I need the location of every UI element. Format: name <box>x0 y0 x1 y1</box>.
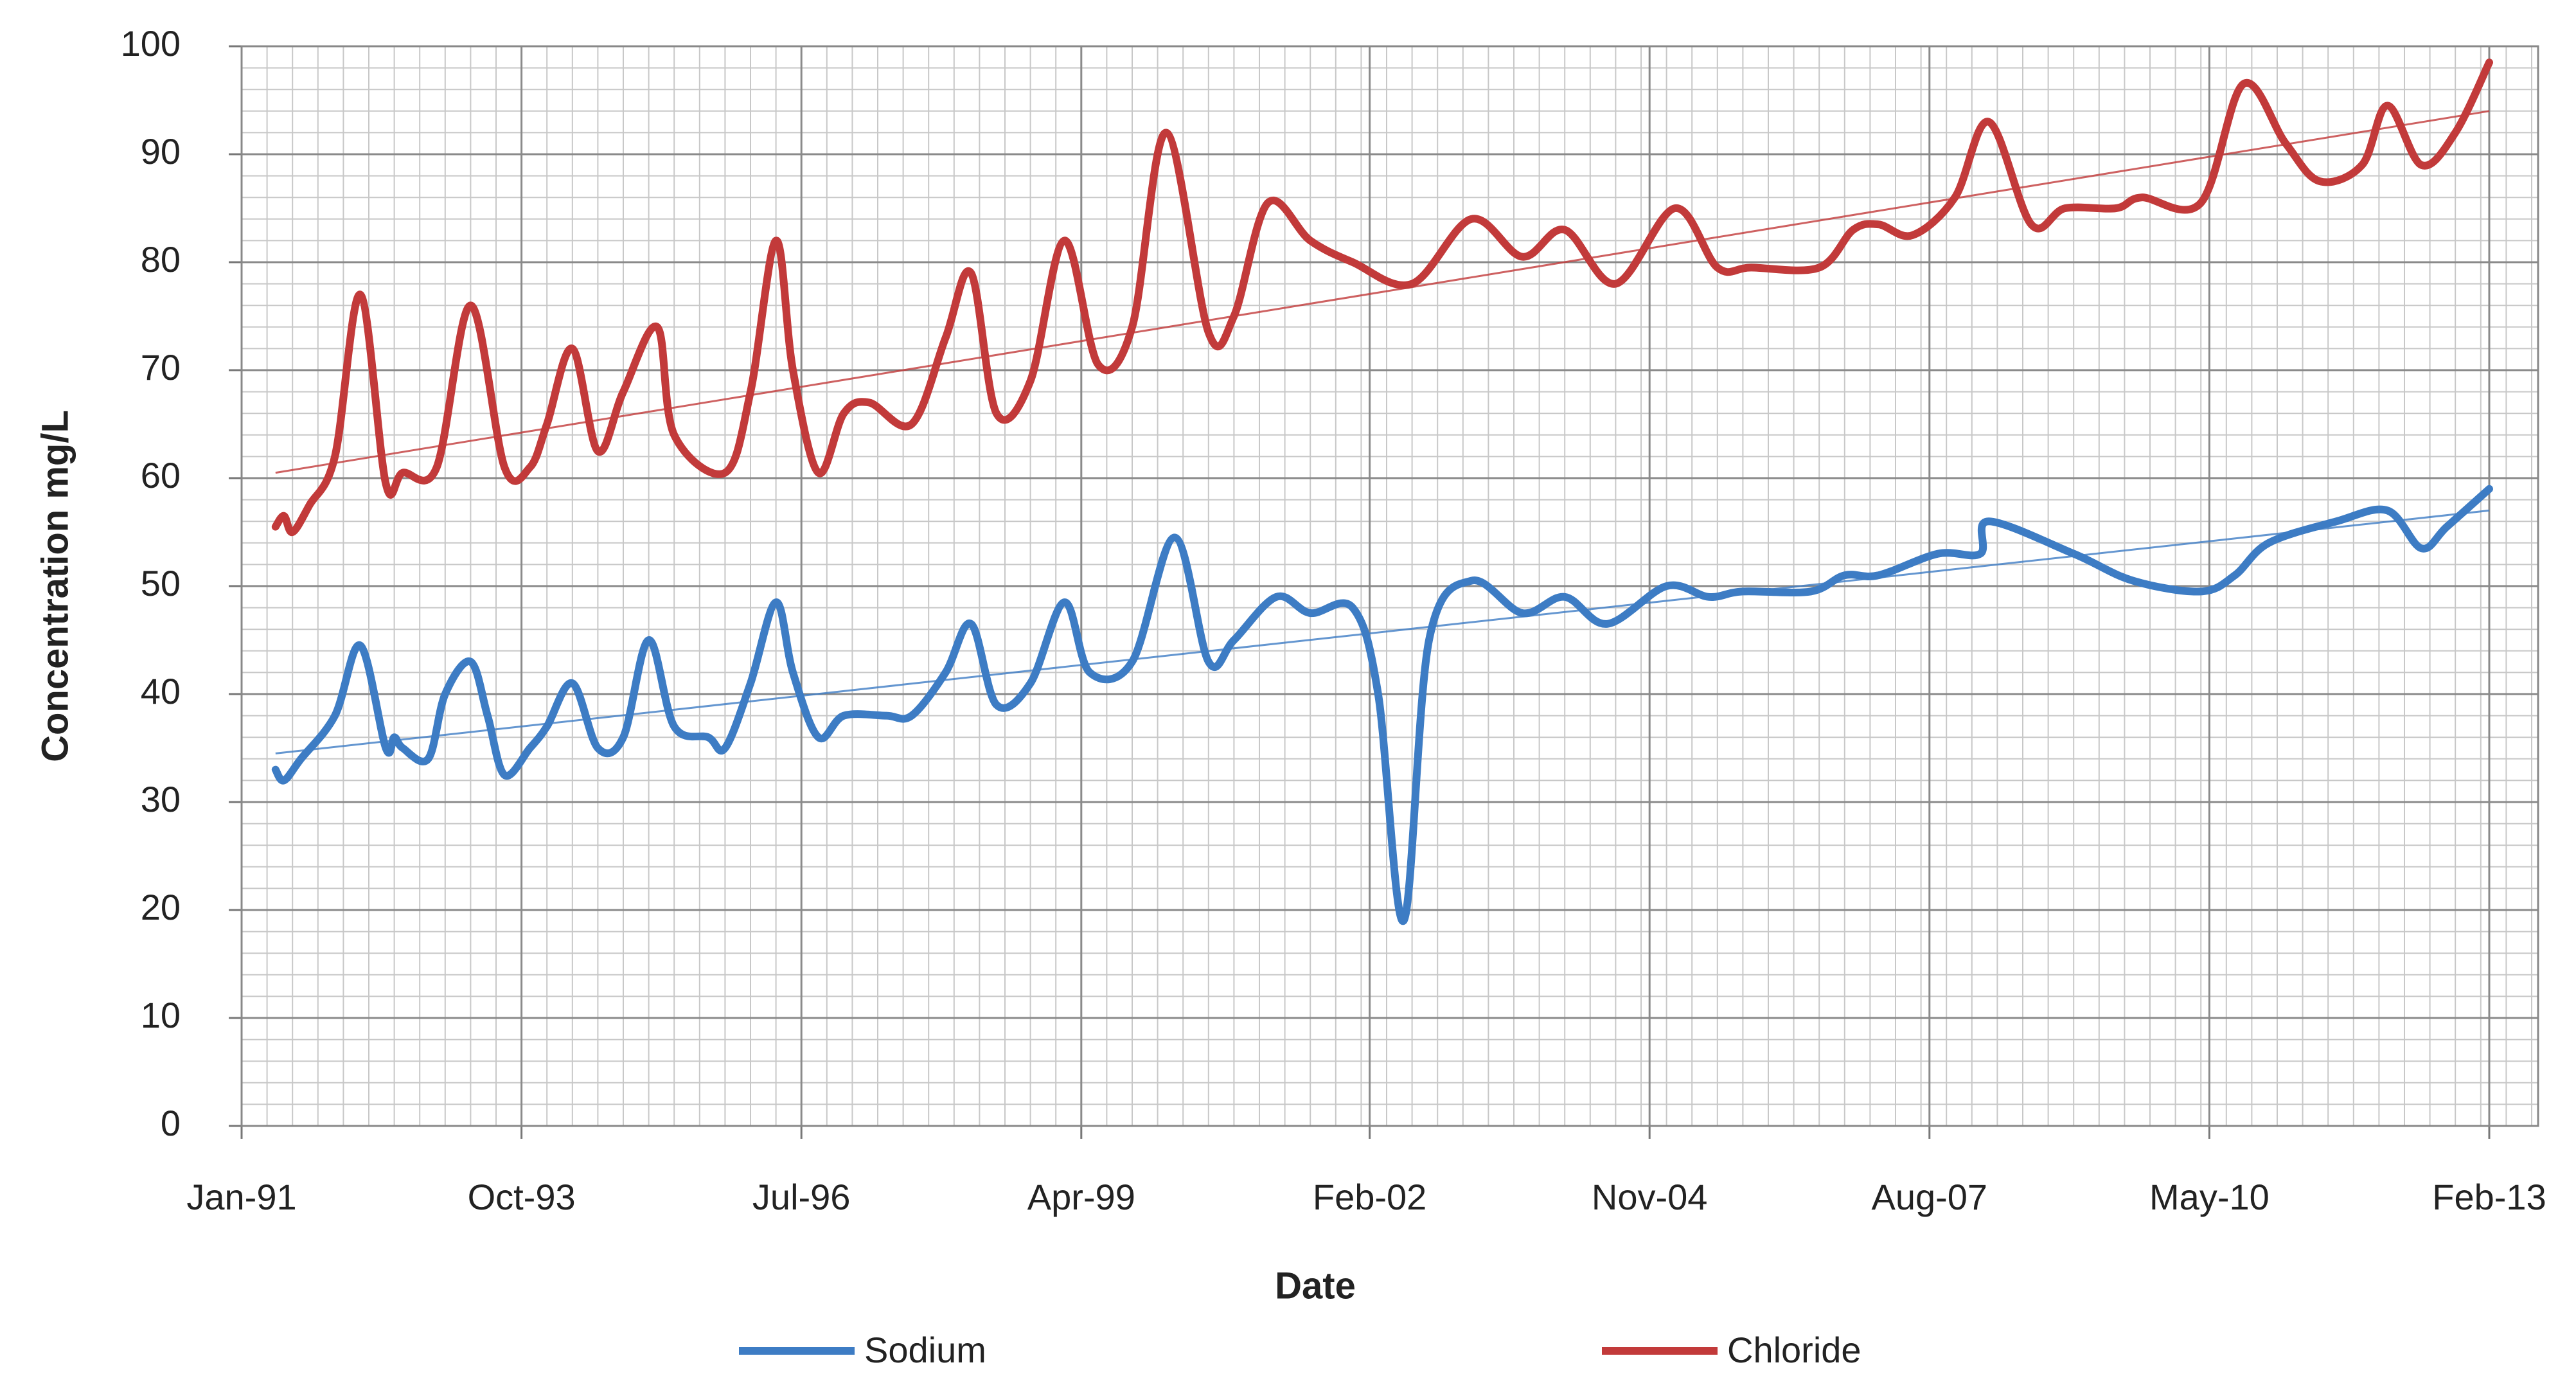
y-tick-label: 60 <box>141 455 181 495</box>
x-tick-label: Apr-99 <box>1027 1177 1135 1217</box>
y-tick-label: 90 <box>141 131 181 172</box>
trend-line <box>275 110 2490 474</box>
y-tick-label: 80 <box>141 239 181 280</box>
plot-border <box>240 45 2539 1127</box>
y-tick-label: 30 <box>141 779 181 819</box>
x-tick-label: Feb-13 <box>2432 1177 2546 1217</box>
y-tick-label: 20 <box>141 887 181 927</box>
y-tick-label: 10 <box>141 995 181 1035</box>
x-tick-label: Jul-96 <box>752 1177 851 1217</box>
x-tick-label: Jan-91 <box>186 1177 296 1217</box>
x-tick-label: Aug-07 <box>1872 1177 1988 1217</box>
trend-line <box>275 509 2490 754</box>
x-axis-title: Date <box>1275 1265 1356 1307</box>
x-tick-label: May-10 <box>2149 1177 2270 1217</box>
y-tick-label: 70 <box>141 347 181 388</box>
y-tick-label: 100 <box>121 23 181 64</box>
legend-label: Sodium <box>864 1330 986 1370</box>
x-tick-label: Oct-93 <box>468 1177 576 1217</box>
y-axis-title: Concentration mg/L <box>34 410 76 762</box>
data-line <box>271 58 2493 536</box>
y-tick-label: 40 <box>141 671 181 711</box>
x-tick-label: Feb-02 <box>1313 1177 1426 1217</box>
data-line <box>271 485 2493 925</box>
x-tick-label: Nov-04 <box>1592 1177 1708 1217</box>
legend-label: Chloride <box>1727 1330 1861 1370</box>
y-tick-label: 50 <box>141 563 181 603</box>
y-tick-label: 0 <box>161 1103 181 1143</box>
